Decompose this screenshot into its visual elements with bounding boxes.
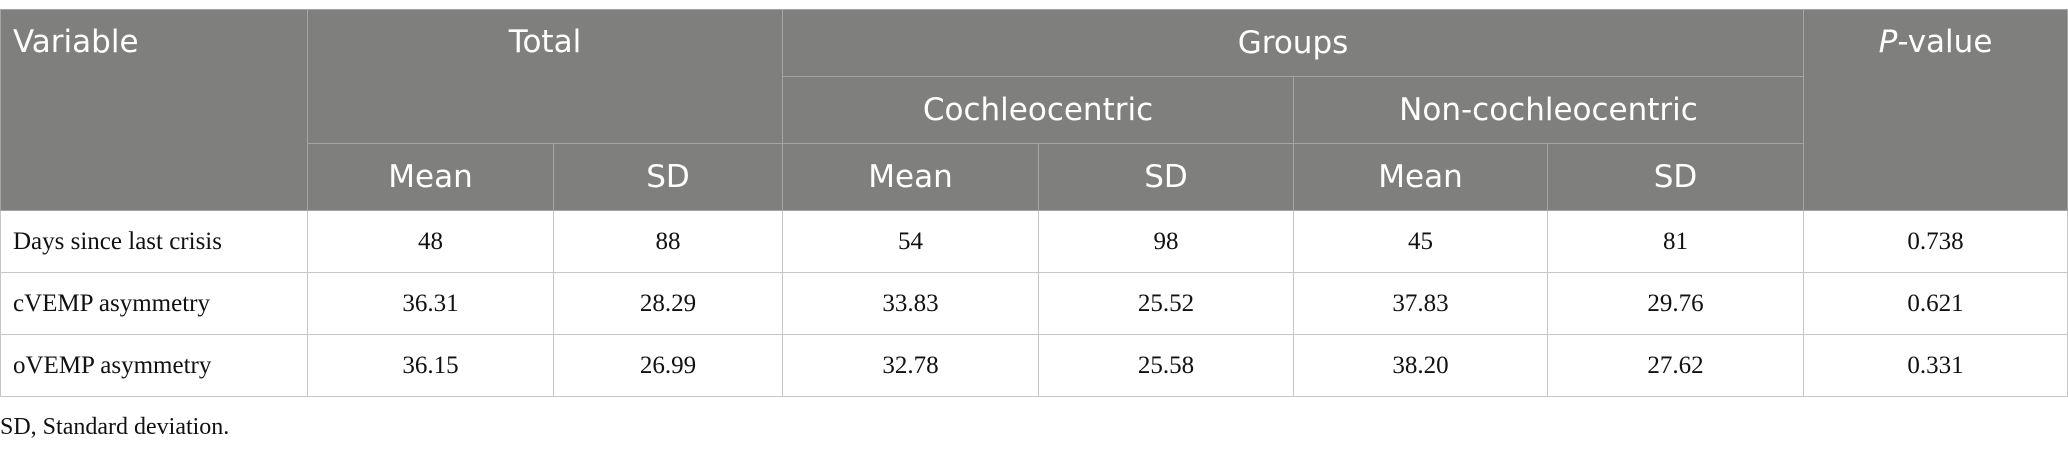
header-cell: Groups: [781, 9, 1805, 77]
table-cell: 32.78: [782, 334, 1039, 397]
table-row: cVEMP asymmetry 36.31 28.29 33.83 25.52 37.83…: [0, 272, 2068, 335]
table-cell: oVEMP asymmetry: [0, 334, 308, 397]
table-cell: 29.76: [1546, 272, 1805, 335]
table-cell: cVEMP asymmetry: [0, 272, 308, 335]
table: Variable Total Groups P-value Cochleocen…: [0, 9, 2068, 397]
table-cell: 54: [782, 210, 1039, 273]
header-cell: P-value: [1803, 9, 2068, 211]
header-cell: Mean: [1293, 143, 1548, 211]
footnote: SD, Standard deviation.: [0, 414, 230, 440]
table-cell: 81: [1546, 210, 1805, 273]
header-cell: SD: [553, 143, 783, 211]
header-cell: Mean: [782, 143, 1039, 211]
table-cell: 48: [307, 210, 554, 273]
table-row: Days since last crisis 48 88 54 98 45 81 0.738: [0, 210, 2068, 273]
table-cell: 98: [1038, 210, 1294, 273]
table-cell: 28.29: [553, 272, 783, 335]
table-cell: Days since last crisis: [0, 210, 308, 273]
table-cell: 36.31: [307, 272, 554, 335]
table-cell: 0.621: [1803, 272, 2068, 335]
table-cell: 45: [1293, 210, 1548, 273]
header-row: Mean SD Mean SD Mean SD: [1, 143, 2068, 211]
table-cell: 0.331: [1803, 334, 2068, 397]
table-cell: 38.20: [1293, 334, 1548, 397]
header-text: P-value: [1878, 24, 1993, 60]
header-cell: Total: [307, 9, 783, 144]
header-cell: SD: [1546, 143, 1805, 211]
header-cell: Variable: [0, 9, 308, 211]
header-cell: Non-cochleocentric: [1292, 76, 1805, 144]
table-cell: 27.62: [1546, 334, 1805, 397]
table-body: Days since last crisis 48 88 54 98 45 81 0.738 c…: [0, 210, 2068, 397]
table-cell: 0.738: [1803, 210, 2068, 273]
header-cell: Cochleocentric: [782, 76, 1294, 144]
table-cell: 25.52: [1038, 272, 1294, 335]
table-cell: 25.58: [1038, 334, 1294, 397]
table-cell: 36.15: [307, 334, 554, 397]
table-cell: 26.99: [553, 334, 783, 397]
table-cell: 88: [553, 210, 783, 273]
table-cell: 33.83: [782, 272, 1039, 335]
table-row: oVEMP asymmetry 36.15 26.99 32.78 25.58 38.20…: [0, 334, 2068, 397]
header-cell: SD: [1038, 143, 1294, 211]
table-cell: 37.83: [1293, 272, 1548, 335]
header-cell: Mean: [307, 143, 554, 211]
